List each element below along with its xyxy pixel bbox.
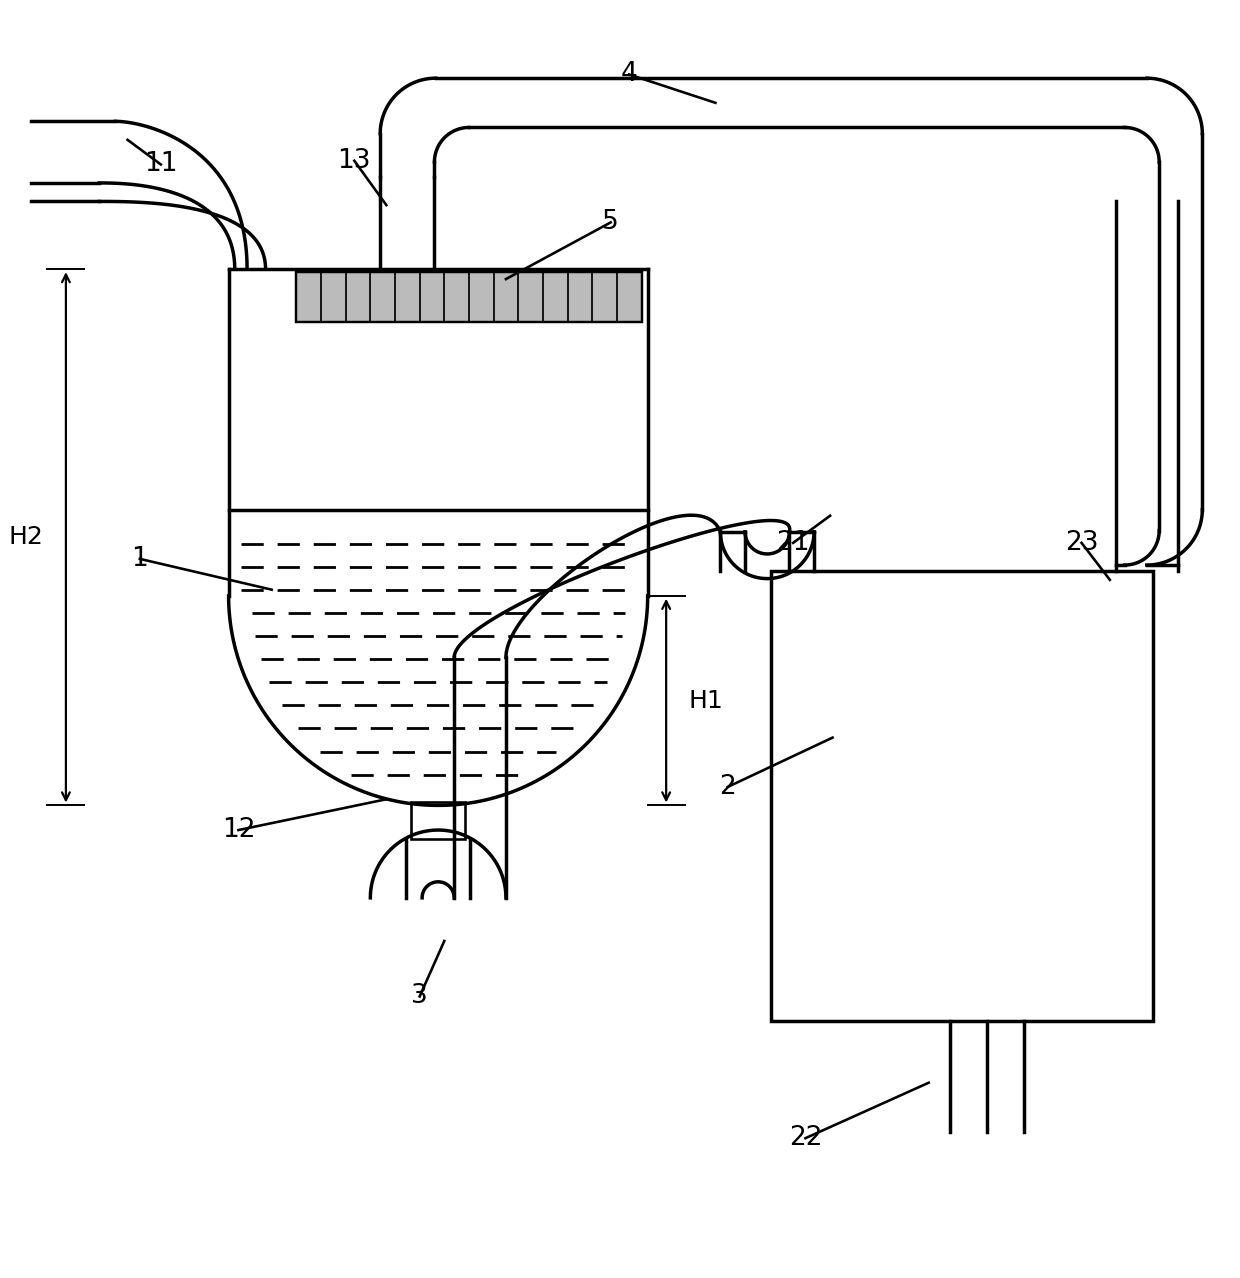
- Text: 23: 23: [1065, 530, 1099, 556]
- Text: 1: 1: [131, 546, 149, 571]
- Text: 12: 12: [222, 817, 255, 843]
- Bar: [410, 801, 465, 838]
- Text: 11: 11: [144, 152, 177, 178]
- Text: H2: H2: [9, 525, 43, 550]
- Bar: [296, 272, 641, 322]
- Bar: [771, 571, 1153, 1021]
- Text: 3: 3: [412, 984, 428, 1010]
- Text: 21: 21: [776, 530, 810, 556]
- Text: 2: 2: [719, 774, 737, 800]
- Text: 4: 4: [621, 61, 637, 87]
- Text: H1: H1: [688, 689, 723, 713]
- Text: 13: 13: [337, 148, 371, 174]
- Text: 5: 5: [603, 210, 619, 235]
- Text: 22: 22: [789, 1125, 822, 1151]
